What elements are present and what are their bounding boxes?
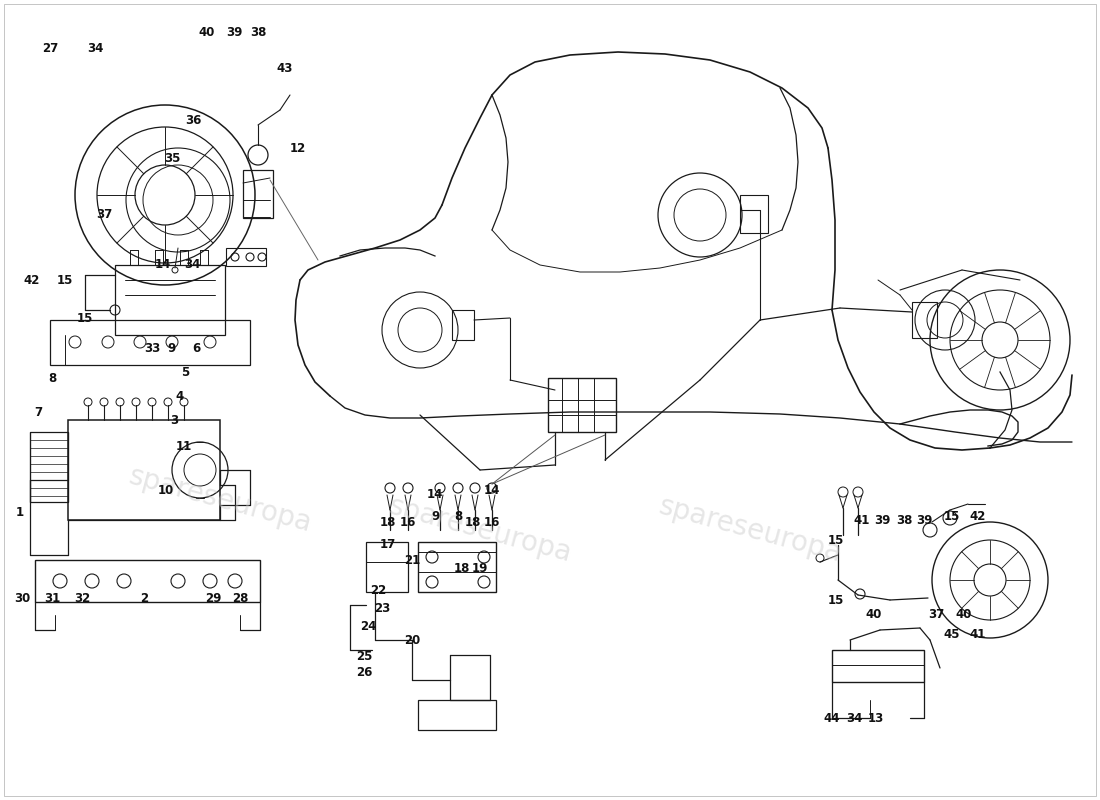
Text: 4: 4 (176, 390, 184, 402)
Text: 38: 38 (250, 26, 266, 38)
Bar (740, 195, 768, 233)
Text: 35: 35 (164, 151, 180, 165)
Bar (68, 420, 220, 520)
Text: 42: 42 (24, 274, 41, 286)
Text: 25: 25 (355, 650, 372, 662)
Text: 18: 18 (379, 515, 396, 529)
Text: 2: 2 (140, 591, 148, 605)
Text: 42: 42 (970, 510, 987, 522)
Text: 34: 34 (184, 258, 200, 271)
Text: 18: 18 (454, 562, 470, 574)
Text: 1: 1 (15, 506, 24, 518)
Text: 28: 28 (232, 591, 249, 605)
Text: 33: 33 (144, 342, 161, 354)
Text: 8: 8 (48, 371, 56, 385)
Text: 40: 40 (956, 607, 972, 621)
Text: 13: 13 (868, 711, 884, 725)
Text: 34: 34 (846, 711, 862, 725)
Text: 18: 18 (465, 515, 481, 529)
Text: spareseuropa: spareseuropa (385, 492, 574, 568)
Text: 15: 15 (828, 534, 844, 546)
Text: 45: 45 (944, 629, 960, 642)
Text: 11: 11 (176, 439, 192, 453)
Bar (418, 700, 496, 730)
Text: 17: 17 (379, 538, 396, 551)
Text: 16: 16 (399, 515, 416, 529)
Text: 22: 22 (370, 583, 386, 597)
Bar (452, 310, 474, 340)
Text: 39: 39 (226, 26, 242, 38)
Text: 14: 14 (427, 489, 443, 502)
Text: 20: 20 (404, 634, 420, 646)
Text: 31: 31 (44, 591, 60, 605)
Text: 5: 5 (180, 366, 189, 378)
Bar (366, 542, 408, 592)
Text: spareseuropa: spareseuropa (656, 492, 845, 568)
Bar (116, 265, 226, 335)
Text: 30: 30 (14, 591, 30, 605)
Text: 27: 27 (42, 42, 58, 54)
Text: 41: 41 (854, 514, 870, 526)
Text: 41: 41 (970, 629, 987, 642)
Text: 8: 8 (454, 510, 462, 522)
Text: 10: 10 (158, 483, 174, 497)
Text: 40: 40 (199, 26, 216, 38)
Text: 19: 19 (472, 562, 488, 574)
Text: 16: 16 (484, 515, 500, 529)
Text: 3: 3 (169, 414, 178, 426)
Text: 23: 23 (374, 602, 390, 614)
Text: 38: 38 (895, 514, 912, 526)
Text: 15: 15 (77, 311, 94, 325)
Text: 36: 36 (185, 114, 201, 126)
Text: 29: 29 (205, 591, 221, 605)
Text: 9: 9 (431, 510, 439, 522)
Text: 37: 37 (928, 607, 944, 621)
Text: 14: 14 (484, 483, 500, 497)
Bar (243, 170, 273, 218)
Text: 39: 39 (873, 514, 890, 526)
Text: 12: 12 (290, 142, 306, 154)
Text: spareseuropa: spareseuropa (125, 462, 315, 538)
Text: 32: 32 (74, 591, 90, 605)
Bar (548, 378, 616, 432)
Text: 37: 37 (96, 207, 112, 221)
Text: 15: 15 (944, 510, 960, 522)
Text: 26: 26 (355, 666, 372, 678)
Text: 9: 9 (168, 342, 176, 354)
Text: 15: 15 (828, 594, 844, 606)
Text: 24: 24 (360, 619, 376, 633)
Text: 7: 7 (34, 406, 42, 418)
Bar (832, 650, 924, 682)
Text: 14: 14 (155, 258, 172, 271)
Text: 15: 15 (57, 274, 74, 286)
Bar (50, 320, 250, 365)
Text: 44: 44 (824, 711, 840, 725)
Bar (30, 432, 68, 502)
Text: 40: 40 (866, 607, 882, 621)
Text: 34: 34 (87, 42, 103, 54)
Bar (912, 302, 937, 338)
Text: 39: 39 (916, 514, 932, 526)
Bar (226, 248, 266, 266)
Bar (418, 542, 496, 592)
Text: 43: 43 (277, 62, 294, 74)
Text: 21: 21 (404, 554, 420, 566)
Text: 6: 6 (191, 342, 200, 354)
Bar (35, 560, 260, 602)
